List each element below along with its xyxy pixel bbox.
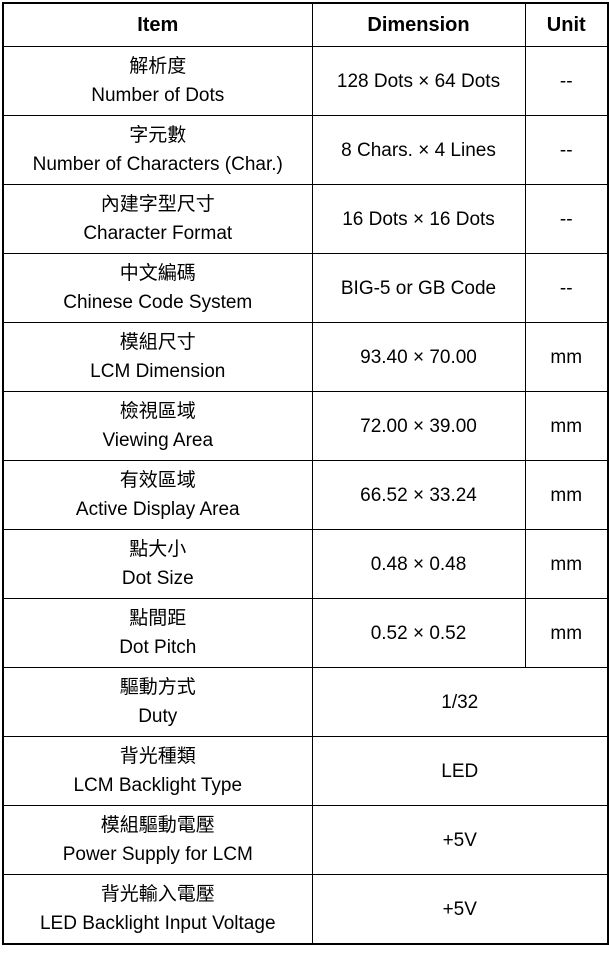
unit-cell: mm: [524, 322, 609, 392]
item-name-english: Duty: [138, 706, 178, 727]
item-cell: 點大小 Dot Size: [2, 529, 313, 599]
unit-cell: --: [524, 115, 609, 185]
item-name-english: Power Supply for LCM: [62, 844, 253, 865]
item-cell: 背光種類 LCM Backlight Type: [2, 736, 313, 806]
header-row: Item Dimension Unit: [2, 2, 609, 47]
item-cell: 檢視區域 Viewing Area: [2, 391, 313, 461]
item-name-chinese: 背光輸入電壓: [100, 884, 215, 905]
item-name-chinese: 內建字型尺寸: [100, 194, 215, 215]
dimension-cell: 72.00 × 39.00: [311, 391, 526, 461]
item-name-english: Dot Size: [121, 568, 194, 589]
table-body: 解析度 Number of Dots 128 Dots × 64 Dots -- 字元數…: [2, 46, 609, 945]
dimension-cell: 8 Chars. × 4 Lines: [311, 115, 526, 185]
dimension-cell: LED: [311, 736, 609, 806]
item-cell: 字元數 Number of Characters (Char.): [2, 115, 313, 185]
item-name-chinese: 點間距: [129, 608, 187, 629]
table-row: 中文編碼 Chinese Code System BIG-5 or GB Code -…: [2, 253, 609, 323]
dimension-cell: 0.52 × 0.52: [311, 598, 526, 668]
unit-cell: mm: [524, 598, 609, 668]
dimension-cell: 93.40 × 70.00: [311, 322, 526, 392]
item-cell: 背光輸入電壓 LED Backlight Input Voltage: [2, 874, 313, 945]
item-cell: 中文編碼 Chinese Code System: [2, 253, 313, 323]
item-cell: 點間距 Dot Pitch: [2, 598, 313, 668]
header-item: Item: [2, 2, 313, 47]
item-cell: 驅動方式 Duty: [2, 667, 313, 737]
item-name-chinese: 模組尺寸: [119, 332, 196, 353]
item-name-chinese: 檢視區域: [119, 401, 196, 422]
table-row: 模組尺寸 LCM Dimension 93.40 × 70.00 mm: [2, 322, 609, 392]
item-cell: 模組驅動電壓 Power Supply for LCM: [2, 805, 313, 875]
header-dimension: Dimension: [311, 2, 526, 47]
header-unit: Unit: [524, 2, 609, 47]
dimension-cell: 16 Dots × 16 Dots: [311, 184, 526, 254]
table-row: 檢視區域 Viewing Area 72.00 × 39.00 mm: [2, 391, 609, 461]
item-name-english: Number of Characters (Char.): [32, 154, 283, 175]
item-name-english: LCM Dimension: [90, 361, 226, 382]
item-cell: 模組尺寸 LCM Dimension: [2, 322, 313, 392]
table-row: 點間距 Dot Pitch 0.52 × 0.52 mm: [2, 598, 609, 668]
item-name-chinese: 驅動方式: [119, 677, 196, 698]
dimension-cell: BIG-5 or GB Code: [311, 253, 526, 323]
table-row: 有效區域 Active Display Area 66.52 × 33.24 mm: [2, 460, 609, 530]
unit-cell: --: [524, 184, 609, 254]
item-name-english: LCM Backlight Type: [73, 775, 243, 796]
item-name-chinese: 解析度: [129, 56, 187, 77]
dimension-cell: +5V: [311, 805, 609, 875]
unit-cell: --: [524, 46, 609, 116]
dimension-cell: 66.52 × 33.24: [311, 460, 526, 530]
item-name-chinese: 字元數: [129, 125, 187, 146]
item-name-chinese: 模組驅動電壓: [100, 815, 215, 836]
item-name-english: Chinese Code System: [63, 292, 253, 313]
table-row: 驅動方式 Duty 1/32: [2, 667, 609, 737]
item-name-chinese: 點大小: [129, 539, 187, 560]
item-cell: 解析度 Number of Dots: [2, 46, 313, 116]
item-name-english: Viewing Area: [102, 430, 214, 451]
table-row: 字元數 Number of Characters (Char.) 8 Chars. …: [2, 115, 609, 185]
spec-table: Item Dimension Unit 解析度 Number of Dots 128…: [2, 2, 609, 945]
dimension-cell: 1/32: [311, 667, 609, 737]
item-name-chinese: 背光種類: [119, 746, 196, 767]
table-row: 背光種類 LCM Backlight Type LED: [2, 736, 609, 806]
item-name-chinese: 中文編碼: [119, 263, 196, 284]
item-name-english: Active Display Area: [75, 499, 240, 520]
item-name-chinese: 有效區域: [119, 470, 196, 491]
item-name-english: Number of Dots: [91, 85, 225, 106]
item-name-english: Character Format: [83, 223, 233, 244]
unit-cell: mm: [524, 529, 609, 599]
item-name-english: Dot Pitch: [119, 637, 197, 658]
item-name-english: LED Backlight Input Voltage: [39, 913, 276, 934]
unit-cell: --: [524, 253, 609, 323]
unit-cell: mm: [524, 391, 609, 461]
dimension-cell: 0.48 × 0.48: [311, 529, 526, 599]
table-row: 點大小 Dot Size 0.48 × 0.48 mm: [2, 529, 609, 599]
table-row: 模組驅動電壓 Power Supply for LCM +5V: [2, 805, 609, 875]
table-row: 解析度 Number of Dots 128 Dots × 64 Dots --: [2, 46, 609, 116]
dimension-cell: +5V: [311, 874, 609, 945]
item-cell: 內建字型尺寸 Character Format: [2, 184, 313, 254]
item-cell: 有效區域 Active Display Area: [2, 460, 313, 530]
unit-cell: mm: [524, 460, 609, 530]
table-row: 背光輸入電壓 LED Backlight Input Voltage +5V: [2, 874, 609, 945]
dimension-cell: 128 Dots × 64 Dots: [311, 46, 526, 116]
table-row: 內建字型尺寸 Character Format 16 Dots × 16 Dots -…: [2, 184, 609, 254]
